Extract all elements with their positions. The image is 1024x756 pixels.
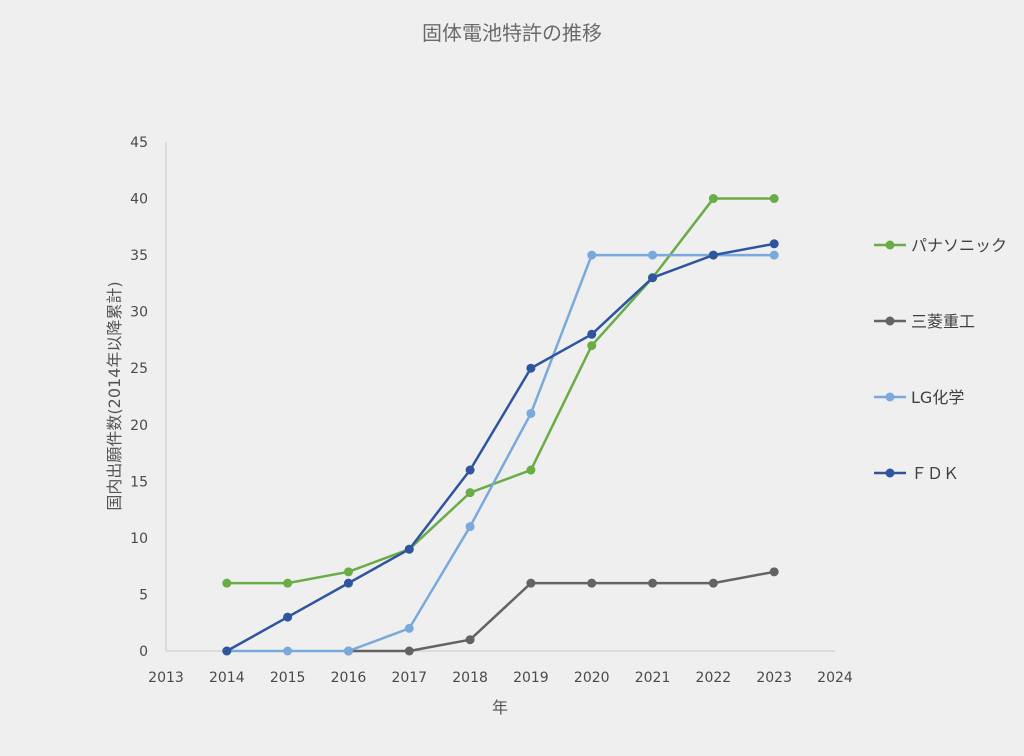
series-line xyxy=(226,197,775,585)
data-point xyxy=(283,612,293,622)
legend-item: パナソニック xyxy=(874,236,1007,255)
x-tick-label: 2021 xyxy=(635,670,671,686)
x-axis: 2013 2014 2015 2016 2017 2018 2019 2020 2021 2022… xyxy=(148,650,853,686)
legend-marker xyxy=(885,316,895,326)
x-axis-label: 年 xyxy=(492,698,508,717)
series-0 xyxy=(222,194,779,588)
legend-label: LG化学 xyxy=(911,388,964,407)
legend-marker xyxy=(885,392,895,402)
data-point xyxy=(587,329,597,339)
data-point xyxy=(587,578,597,588)
data-point xyxy=(648,273,658,283)
legend-label: ＦＤＫ xyxy=(911,464,959,483)
data-point xyxy=(648,578,658,588)
series-layer xyxy=(222,194,779,656)
data-point xyxy=(526,363,536,373)
series-line xyxy=(226,253,775,653)
y-tick-label: 30 xyxy=(130,305,148,321)
data-point xyxy=(222,646,232,656)
legend-marker xyxy=(885,240,895,250)
y-tick-label: 0 xyxy=(139,644,148,660)
legend-item: ＦＤＫ xyxy=(874,464,959,483)
series-3 xyxy=(222,239,779,656)
x-tick-label: 2014 xyxy=(209,670,245,686)
chart-title: 固体電池特許の推移 xyxy=(422,21,602,45)
data-point xyxy=(587,250,597,260)
data-point xyxy=(526,465,536,475)
x-tick-label: 2013 xyxy=(148,670,184,686)
legend-label: パナソニック xyxy=(911,236,1007,255)
data-point xyxy=(465,488,475,498)
data-point xyxy=(283,646,293,656)
data-point xyxy=(648,250,658,260)
y-tick-label: 20 xyxy=(130,418,148,434)
y-tick-label: 5 xyxy=(139,587,148,603)
series-1 xyxy=(343,567,779,656)
y-tick-label: 15 xyxy=(130,474,148,490)
y-axis: 0 5 10 15 20 25 30 35 40 45 xyxy=(130,135,167,660)
data-point xyxy=(465,635,475,645)
series-line xyxy=(348,570,775,653)
data-point xyxy=(587,341,597,351)
x-tick-label: 2022 xyxy=(696,670,732,686)
data-point xyxy=(343,578,353,588)
data-point xyxy=(222,578,232,588)
y-axis-label: 国内出願件数(2014年以降累計) xyxy=(105,281,124,510)
data-point xyxy=(465,522,475,532)
data-point xyxy=(404,544,414,554)
series-2 xyxy=(222,250,779,656)
data-point xyxy=(283,578,293,588)
legend-item: 三菱重工 xyxy=(874,312,975,331)
y-tick-label: 45 xyxy=(130,135,148,151)
legend-label: 三菱重工 xyxy=(911,312,975,331)
x-tick-label: 2020 xyxy=(574,670,610,686)
x-tick-label: 2018 xyxy=(452,670,488,686)
data-point xyxy=(404,623,414,633)
data-point xyxy=(708,578,718,588)
data-point xyxy=(708,250,718,260)
y-tick-label: 10 xyxy=(130,531,148,547)
data-point xyxy=(708,194,718,204)
data-point xyxy=(769,567,779,577)
data-point xyxy=(465,465,475,475)
y-tick-label: 25 xyxy=(130,361,148,377)
data-point xyxy=(343,646,353,656)
x-tick-label: 2015 xyxy=(270,670,306,686)
data-point xyxy=(769,239,779,249)
legend-item: LG化学 xyxy=(874,388,964,407)
x-tick-label: 2017 xyxy=(391,670,427,686)
data-point xyxy=(769,194,779,204)
data-point xyxy=(526,578,536,588)
y-tick-label: 40 xyxy=(130,192,148,208)
x-tick-label: 2016 xyxy=(331,670,367,686)
data-point xyxy=(404,646,414,656)
data-point xyxy=(343,567,353,577)
x-tick-label: 2024 xyxy=(817,670,853,686)
data-point xyxy=(526,408,536,418)
x-tick-label: 2019 xyxy=(513,670,549,686)
series-line xyxy=(226,242,775,653)
data-point xyxy=(769,250,779,260)
x-tick-label: 2023 xyxy=(756,670,792,686)
y-tick-label: 35 xyxy=(130,248,148,264)
legend-marker xyxy=(885,468,895,478)
